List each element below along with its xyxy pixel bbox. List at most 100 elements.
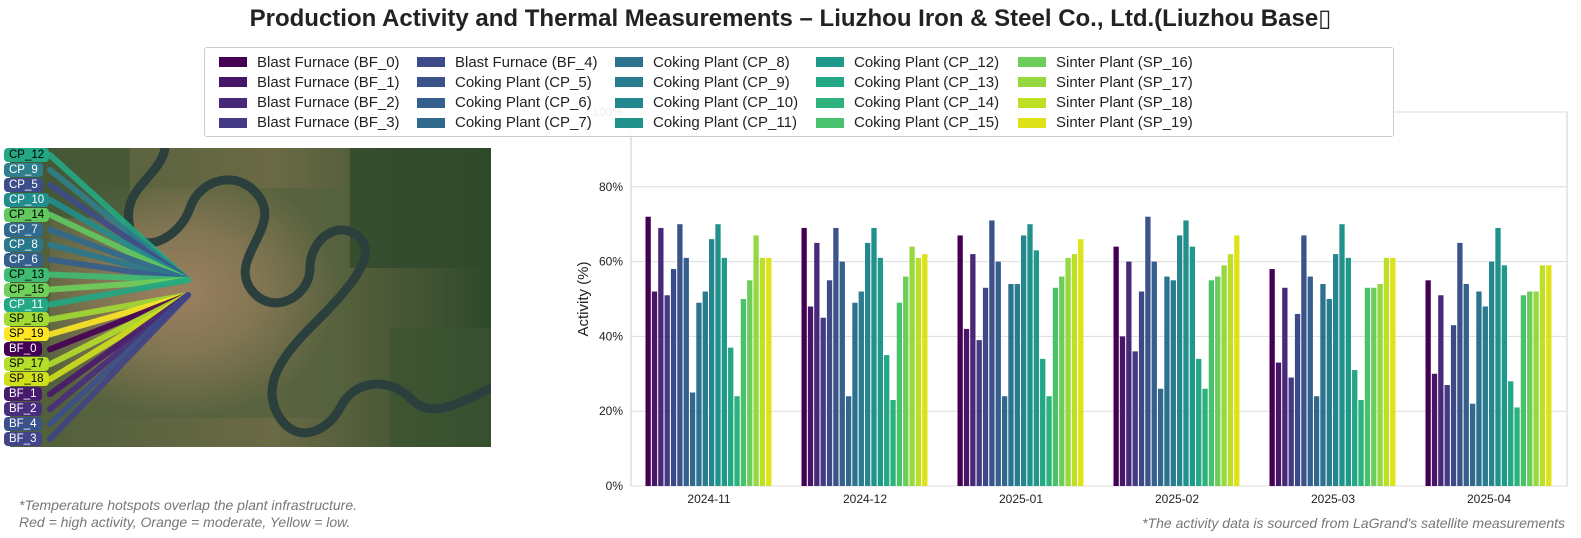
legend-entry: Coking Plant (CP_13) bbox=[816, 72, 999, 92]
bar bbox=[1339, 224, 1345, 486]
bar bbox=[1444, 385, 1450, 486]
bar bbox=[1027, 224, 1033, 486]
chart-legend: Blast Furnace (BF_0) Blast Furnace (BF_1)… bbox=[204, 47, 1394, 137]
bar bbox=[740, 299, 747, 486]
legend-entry: Blast Furnace (BF_2) bbox=[219, 93, 400, 113]
bar bbox=[820, 317, 826, 486]
legend-label: Blast Furnace (BF_2) bbox=[257, 94, 400, 112]
bar bbox=[833, 227, 839, 486]
site-label: SP_19 bbox=[4, 327, 49, 342]
site-label: CP_10 bbox=[4, 192, 50, 207]
legend-swatch bbox=[1018, 117, 1046, 128]
legend-label: Sinter Plant (SP_19) bbox=[1056, 114, 1193, 132]
site-label: CP_15 bbox=[4, 282, 50, 297]
bar bbox=[1221, 265, 1227, 486]
site-label: CP_6 bbox=[4, 252, 43, 267]
bar bbox=[963, 328, 970, 486]
legend-swatch bbox=[219, 97, 247, 108]
bar bbox=[1371, 287, 1377, 486]
bar bbox=[1469, 403, 1476, 486]
bar bbox=[1052, 287, 1059, 486]
bar bbox=[1390, 257, 1396, 486]
bar bbox=[839, 261, 845, 486]
legend-swatch bbox=[1018, 57, 1046, 67]
bar bbox=[1508, 381, 1514, 486]
legend-swatch bbox=[1018, 97, 1046, 108]
bar bbox=[1113, 246, 1119, 486]
legend-entry: Sinter Plant (SP_18) bbox=[1018, 93, 1193, 113]
bar bbox=[903, 276, 909, 486]
bar bbox=[1333, 254, 1339, 486]
legend-label: Blast Furnace (BF_1) bbox=[257, 73, 400, 91]
legend-label: Sinter Plant (SP_17) bbox=[1056, 73, 1193, 91]
bar bbox=[1177, 235, 1183, 486]
legend-label: Coking Plant (CP_8) bbox=[653, 53, 790, 71]
legend-label: Coking Plant (CP_13) bbox=[854, 73, 1000, 91]
bar bbox=[702, 291, 708, 486]
bar bbox=[1301, 235, 1307, 486]
bar bbox=[1313, 396, 1320, 486]
bar bbox=[1539, 265, 1546, 486]
legend-entry: Blast Furnace (BF_4) bbox=[417, 52, 598, 72]
bar bbox=[1294, 313, 1301, 486]
legend-swatch bbox=[219, 57, 247, 67]
bar bbox=[915, 257, 922, 486]
bar bbox=[884, 355, 890, 486]
x-tick-label: 2025-04 bbox=[1467, 492, 1511, 506]
bar bbox=[1145, 216, 1151, 486]
bar bbox=[1364, 287, 1371, 486]
legend-swatch bbox=[219, 77, 247, 88]
bar bbox=[1183, 220, 1189, 486]
x-tick-label: 2024-11 bbox=[687, 492, 730, 506]
bar bbox=[1119, 336, 1126, 486]
bar bbox=[1431, 373, 1438, 486]
bar bbox=[845, 396, 852, 486]
bar bbox=[976, 340, 982, 486]
bar bbox=[1078, 239, 1084, 486]
bar bbox=[1501, 265, 1507, 486]
legend-entry: Sinter Plant (SP_17) bbox=[1018, 72, 1193, 92]
bar bbox=[1307, 276, 1313, 486]
site-label: CP_13 bbox=[4, 267, 50, 282]
bar bbox=[715, 224, 721, 486]
legend-entry: Coking Plant (CP_12) bbox=[816, 52, 999, 72]
bar bbox=[1495, 227, 1501, 486]
bar bbox=[766, 257, 772, 486]
site-label: CP_7 bbox=[4, 222, 43, 237]
bar bbox=[826, 280, 833, 486]
x-tick-label: 2025-03 bbox=[1311, 492, 1355, 506]
legend-label: Coking Plant (CP_12) bbox=[854, 53, 1000, 71]
bar bbox=[1215, 276, 1221, 486]
legend-entry: Coking Plant (CP_8) bbox=[615, 52, 790, 72]
bar bbox=[1021, 235, 1027, 486]
legend-label: Coking Plant (CP_7) bbox=[455, 114, 592, 132]
legend-entry: Coking Plant (CP_9) bbox=[615, 72, 790, 92]
legend-swatch bbox=[615, 77, 643, 88]
site-label: BF_4 bbox=[4, 417, 42, 432]
bar bbox=[1476, 291, 1482, 486]
legend-swatch bbox=[816, 77, 844, 88]
y-axis-label: Activity (%) bbox=[575, 261, 592, 336]
bar bbox=[995, 261, 1001, 486]
legend-swatch bbox=[816, 117, 844, 128]
legend-swatch bbox=[417, 57, 445, 67]
bar bbox=[1040, 358, 1046, 486]
bar bbox=[1457, 242, 1463, 486]
bar bbox=[814, 242, 820, 486]
legend-entry: Coking Plant (CP_11) bbox=[615, 113, 797, 133]
bar bbox=[658, 227, 664, 486]
bar bbox=[1358, 399, 1364, 486]
legend-entry: Coking Plant (CP_10) bbox=[615, 93, 798, 113]
x-tick-label: 2025-02 bbox=[1155, 492, 1199, 506]
legend-label: Blast Furnace (BF_0) bbox=[257, 53, 400, 71]
bar bbox=[1138, 291, 1145, 486]
bar bbox=[1189, 246, 1195, 486]
bar bbox=[1463, 284, 1469, 486]
bar bbox=[970, 254, 976, 486]
site-label: CP_14 bbox=[4, 207, 50, 222]
bar bbox=[689, 392, 696, 486]
bar bbox=[670, 269, 677, 486]
bar bbox=[1438, 295, 1444, 486]
legend-swatch bbox=[1018, 77, 1046, 88]
